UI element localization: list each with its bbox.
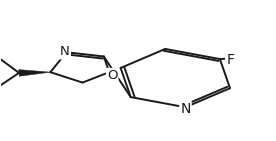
- Text: N: N: [60, 45, 70, 58]
- Text: O: O: [107, 69, 118, 82]
- Polygon shape: [19, 70, 50, 76]
- Text: F: F: [226, 53, 234, 67]
- Text: N: N: [180, 102, 191, 116]
